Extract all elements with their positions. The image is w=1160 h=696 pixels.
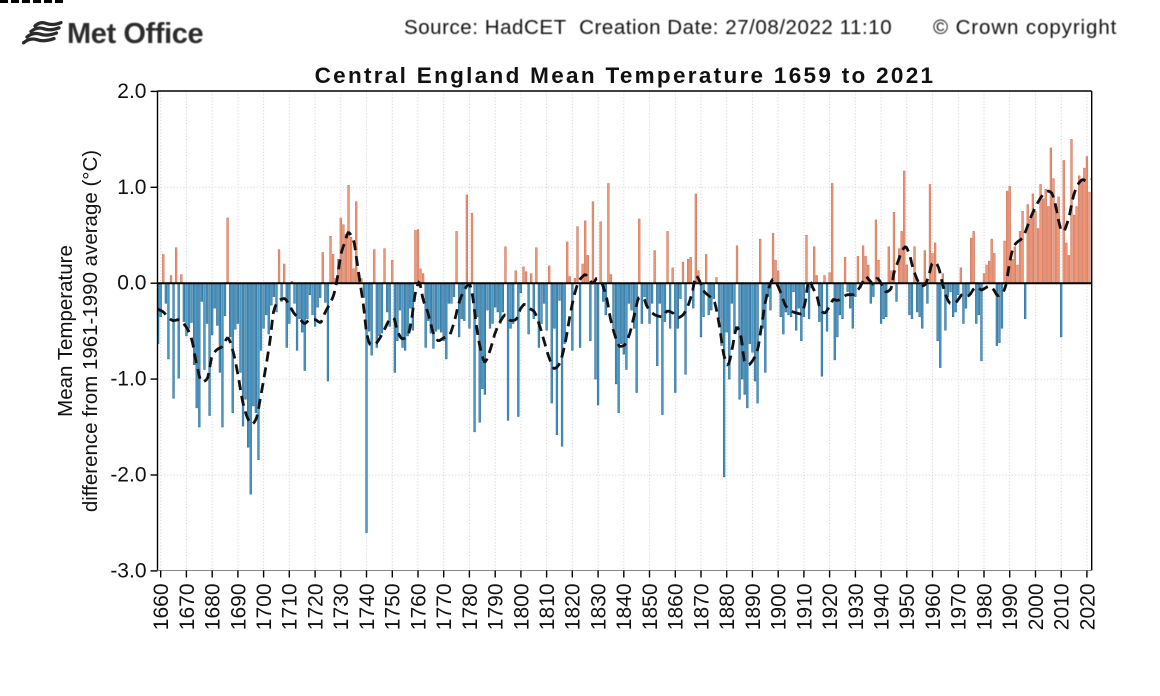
svg-text:1670: 1670	[176, 584, 199, 631]
svg-text:1.0: 1.0	[117, 176, 146, 199]
svg-text:1880: 1880	[716, 584, 739, 631]
svg-text:1780: 1780	[459, 584, 482, 631]
svg-text:1960: 1960	[922, 584, 945, 631]
svg-text:Central England Mean Temperatu: Central England Mean Temperature 1659 to…	[315, 63, 936, 88]
svg-text:1770: 1770	[433, 584, 456, 631]
svg-text:Mean Temperature: Mean Temperature	[54, 245, 77, 417]
svg-text:2020: 2020	[1076, 584, 1099, 631]
svg-text:-2.0: -2.0	[110, 464, 146, 487]
svg-text:1980: 1980	[973, 584, 996, 631]
svg-text:1930: 1930	[845, 584, 868, 631]
svg-text:1950: 1950	[896, 584, 919, 631]
svg-text:1860: 1860	[665, 584, 688, 631]
svg-text:1660: 1660	[150, 584, 173, 631]
svg-text:1940: 1940	[870, 584, 893, 631]
svg-text:1680: 1680	[202, 584, 225, 631]
svg-text:1820: 1820	[562, 584, 585, 631]
svg-text:1840: 1840	[613, 584, 636, 631]
svg-text:1700: 1700	[253, 584, 276, 631]
svg-text:1920: 1920	[819, 584, 842, 631]
svg-text:1900: 1900	[768, 584, 791, 631]
svg-text:1970: 1970	[948, 584, 971, 631]
svg-text:1690: 1690	[227, 584, 250, 631]
svg-text:1910: 1910	[793, 584, 816, 631]
svg-text:1850: 1850	[639, 584, 662, 631]
svg-text:2000: 2000	[1025, 584, 1048, 631]
svg-text:1710: 1710	[279, 584, 302, 631]
svg-text:1800: 1800	[510, 584, 533, 631]
svg-text:2.0: 2.0	[117, 80, 146, 103]
svg-text:2010: 2010	[1051, 584, 1074, 631]
svg-text:1990: 1990	[999, 584, 1022, 631]
svg-text:0.0: 0.0	[117, 272, 146, 295]
svg-text:1740: 1740	[356, 584, 379, 631]
svg-text:1720: 1720	[304, 584, 327, 631]
svg-text:1870: 1870	[690, 584, 713, 631]
svg-text:1830: 1830	[587, 584, 610, 631]
svg-text:-1.0: -1.0	[110, 368, 146, 391]
svg-text:1810: 1810	[536, 584, 559, 631]
svg-text:1730: 1730	[330, 584, 353, 631]
svg-text:1760: 1760	[407, 584, 430, 631]
svg-text:difference from 1961-1990 aver: difference from 1961-1990 average (°C)	[79, 150, 102, 512]
svg-text:1750: 1750	[382, 584, 405, 631]
svg-text:-3.0: -3.0	[110, 559, 146, 582]
svg-text:1790: 1790	[485, 584, 508, 631]
svg-text:1890: 1890	[742, 584, 765, 631]
